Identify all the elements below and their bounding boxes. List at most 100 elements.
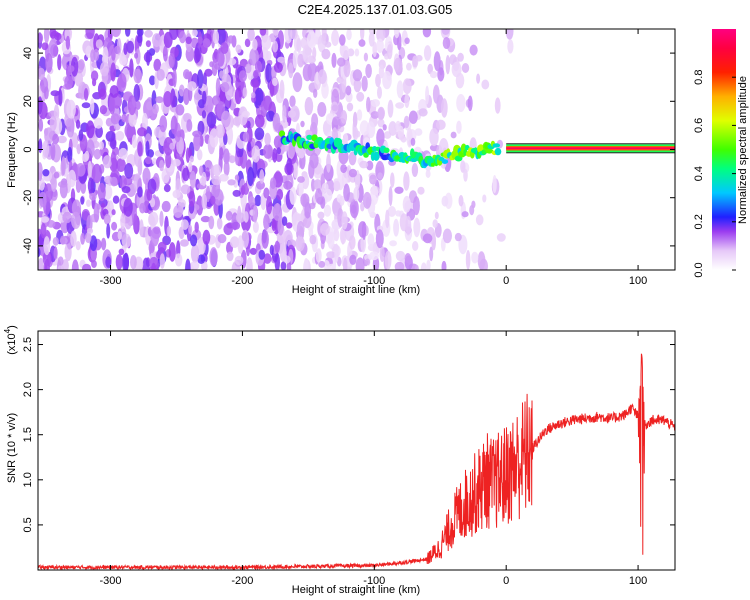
spectrogram-speckle	[115, 254, 123, 270]
spectrogram-speckle	[456, 94, 466, 112]
spectrogram-speckle	[200, 215, 211, 223]
snr-multiplier-base: (x10	[6, 333, 18, 354]
spectrogram-speckle	[202, 38, 211, 48]
spectrogram-speckle	[61, 156, 66, 176]
spectrogram-speckle	[427, 63, 434, 75]
spectrogram-speckle	[220, 82, 230, 93]
spectrogram-speckle	[283, 255, 291, 264]
spectrogram-speckle	[349, 235, 356, 250]
spectrogram-speckle	[212, 164, 222, 177]
spectrogram-speckle	[65, 35, 71, 50]
spectrogram-speckle	[261, 34, 272, 51]
spectrogram-speckle	[102, 155, 112, 169]
spectrogram-speckle	[205, 185, 211, 203]
spectrogram-speckle	[135, 48, 141, 65]
spectrogram-speckle	[327, 263, 336, 270]
snr-y-axis-label: SNR (10 * v/v)	[6, 413, 18, 483]
spectrogram-speckle	[156, 68, 165, 81]
spectrogram-speckle	[272, 148, 278, 163]
spectrogram-speckle	[340, 164, 347, 174]
spectrogram-speckle	[274, 252, 280, 270]
spectrogram-speckle	[223, 223, 233, 236]
spectrogram-speckle	[157, 241, 167, 253]
spectrogram-speckle	[349, 254, 357, 265]
spectrogram-speckle	[201, 171, 207, 187]
spectrogram-speckle	[432, 219, 438, 228]
spectrogram-speckle	[96, 203, 101, 210]
spectrogram-speckle	[133, 213, 138, 232]
spectrogram-speckle	[232, 189, 241, 197]
spectrogram-speckle	[145, 156, 152, 165]
spectrogram-speckle	[260, 100, 268, 118]
spectrogram-speckle	[442, 37, 451, 49]
spectrogram-speckle	[133, 68, 143, 84]
spectrogram-speckle	[408, 110, 418, 124]
spectrogram-speckle	[276, 147, 282, 155]
spectrogram-speckle	[323, 204, 332, 217]
spectrogram-speckle	[404, 37, 410, 45]
spectrogram-speckle	[263, 214, 270, 231]
spectrogram-speckle	[71, 199, 82, 218]
spectrogram-speckle	[201, 193, 208, 210]
spectrogram-speckle	[118, 248, 125, 255]
spectrogram-speckle	[127, 95, 137, 116]
spectrogram-speckle	[67, 146, 73, 163]
svg-text:(x104): (x104)	[3, 325, 18, 355]
spectrogram-signal-blob	[278, 130, 286, 137]
spectrogram-speckle	[187, 81, 197, 92]
spectrogram-speckle	[247, 29, 255, 41]
spectrogram-speckle	[189, 155, 194, 163]
spectrogram-speckle	[387, 206, 396, 217]
spectrogram-speckle	[252, 221, 259, 234]
spectrogram-speckle	[93, 48, 100, 61]
spectrogram-speckle	[370, 111, 380, 119]
spectrogram-data	[38, 29, 675, 270]
spectrogram-speckle	[42, 140, 50, 158]
spectrogram-speckle	[339, 195, 345, 206]
spectrogram-signal-blob	[430, 162, 435, 167]
spectrogram-speckle	[254, 194, 262, 207]
spectrogram-speckle	[163, 184, 171, 193]
spectrogram-speckle	[123, 197, 133, 217]
spectrogram-speckle	[395, 250, 406, 262]
spectrogram-speckle	[241, 231, 248, 242]
spectrogram-speckle	[375, 229, 384, 249]
spectrogram-speckle	[280, 261, 287, 270]
spectrogram-speckle	[81, 102, 91, 109]
spectrogram-speckle	[249, 247, 258, 255]
spectrogram-speckle	[71, 259, 79, 270]
spectrogram-speckle	[356, 109, 363, 121]
spectrogram-speckle	[42, 169, 50, 177]
spectrogram-speckle	[238, 70, 247, 82]
x-tick-label: 100	[629, 575, 647, 587]
spectrogram-speckle	[118, 147, 128, 160]
spectrogram-speckle	[43, 236, 51, 256]
y-tick-label: 1.5	[22, 427, 34, 442]
spectrogram-speckle	[169, 142, 176, 150]
spectrogram-speckle	[273, 62, 283, 73]
spectrogram-x-ticks: -300 -200 -100 0 100	[100, 29, 647, 287]
spectrogram-speckle	[231, 221, 241, 230]
spectrogram-speckle	[321, 182, 329, 192]
spectrogram-signal-blob	[441, 159, 449, 165]
spectrogram-speckle	[306, 31, 317, 49]
spectrogram-speckle	[40, 223, 47, 239]
spectrogram-speckle	[320, 223, 330, 236]
spectrogram-speckle	[201, 110, 207, 119]
spectrogram-speckle	[89, 191, 97, 201]
spectrogram-speckle	[339, 34, 346, 46]
spectrogram-speckle	[240, 249, 247, 269]
spectrogram-speckle	[413, 217, 421, 238]
spectrogram-speckle	[215, 124, 225, 139]
spectrogram-speckle	[99, 141, 104, 150]
spectrogram-speckle	[66, 99, 76, 119]
spectrogram-speckle	[469, 44, 478, 56]
spectrogram-speckle	[119, 56, 127, 66]
spectrogram-speckle	[296, 38, 302, 53]
spectrogram-speckle	[197, 69, 204, 89]
spectrogram-speckle	[111, 221, 118, 231]
spectrogram-speckle	[365, 258, 371, 266]
spectrogram-signal-blob	[485, 148, 494, 154]
spectrogram-speckle	[109, 95, 116, 115]
spectrogram-speckle	[313, 179, 322, 191]
